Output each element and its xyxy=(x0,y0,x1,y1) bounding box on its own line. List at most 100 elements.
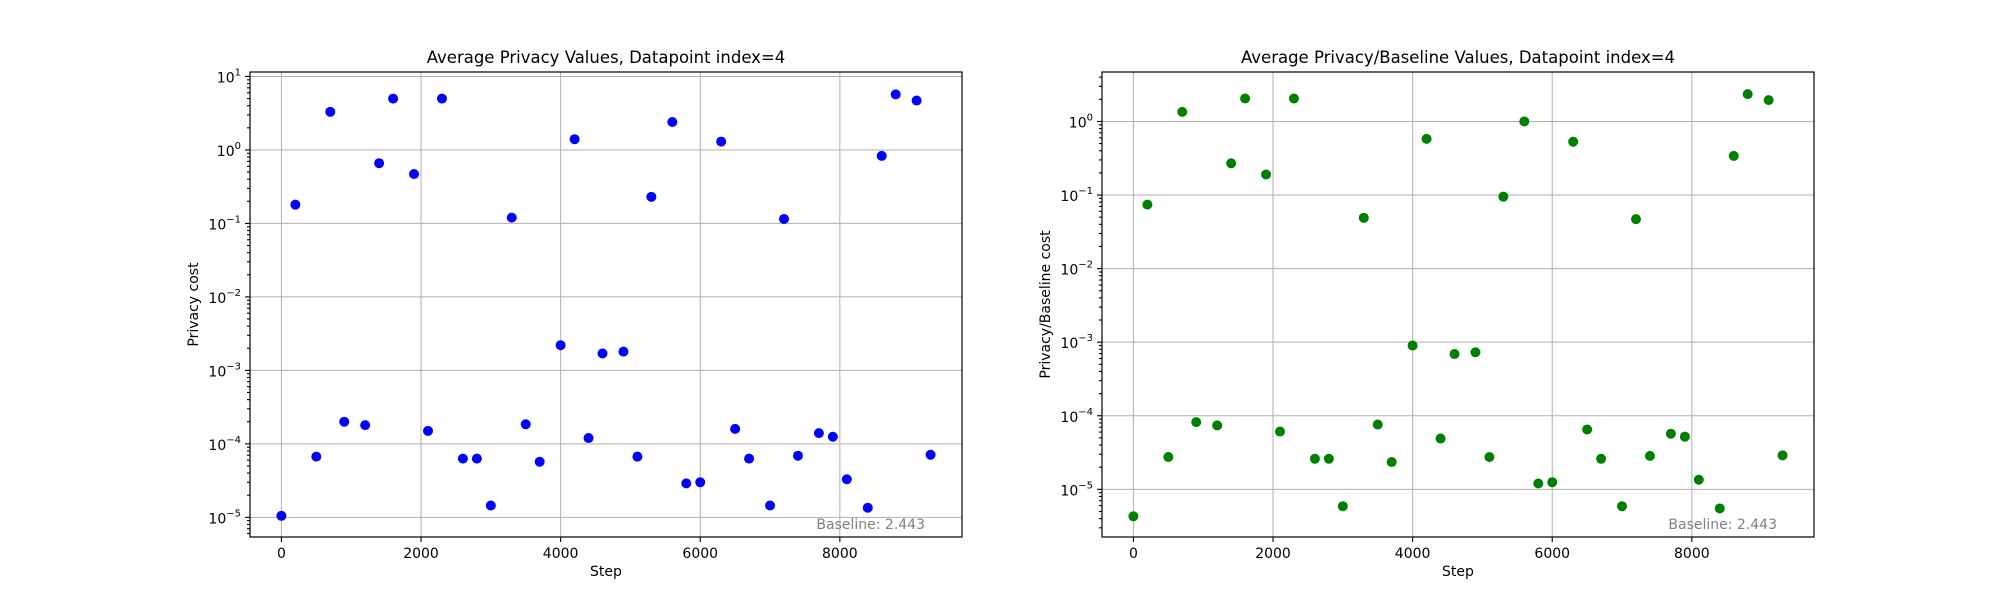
left-chart-gridlines xyxy=(250,72,962,537)
left-chart-data-point xyxy=(744,453,755,464)
right-chart-data-point xyxy=(1763,95,1774,106)
right-chart-data-point xyxy=(1323,453,1334,464)
right-chart-y-axis-label: Privacy/Baseline cost xyxy=(1038,230,1054,379)
left-chart-data-point xyxy=(471,453,482,464)
left-chart-data-point xyxy=(569,134,580,145)
right-chart-data-point xyxy=(1358,212,1369,223)
right-chart-data-point xyxy=(1275,426,1285,437)
left-chart-y-tick-label: 101 xyxy=(217,67,241,86)
right-chart-data-point xyxy=(1498,191,1509,202)
left-chart: 0 2000 4000 6000 8000 10−510−410−310−210−110… xyxy=(186,48,963,580)
left-chart-x-axis: 0 2000 4000 6000 8000 xyxy=(277,537,858,562)
right-chart-data-point xyxy=(1163,452,1174,463)
left-chart-data-point xyxy=(374,158,385,169)
left-chart-data-point xyxy=(520,419,531,430)
left-chart-data-point xyxy=(388,93,399,104)
right-chart-x-tick-label: 2000 xyxy=(1255,546,1291,562)
right-chart-data-point xyxy=(1177,106,1188,117)
right-chart-data-point xyxy=(1386,457,1397,468)
right-chart-data-point xyxy=(1226,158,1237,169)
left-chart-data-point xyxy=(911,95,922,106)
right-chart-data-point xyxy=(1714,503,1725,514)
right-chart-data-point xyxy=(1212,420,1223,431)
right-chart-data-point xyxy=(1128,511,1139,522)
right-chart-baseline-annotation: Baseline: 2.443 xyxy=(1668,517,1777,533)
left-chart-x-axis-label: Step xyxy=(590,564,622,580)
left-chart-data-point xyxy=(667,117,678,128)
left-chart-y-tick-label: 10−4 xyxy=(208,435,241,454)
right-chart-data-point xyxy=(1568,136,1579,147)
right-chart-scatter-points xyxy=(1128,89,1788,522)
left-chart-y-axis: 10−5 10−4 10−3 10−2 10−1 100 101 xyxy=(208,67,250,535)
left-chart-data-point xyxy=(862,502,873,513)
left-chart-data-point xyxy=(409,169,420,180)
left-chart-y-axis-label: Privacy cost xyxy=(186,262,202,347)
right-chart-data-point xyxy=(1449,349,1460,360)
left-chart-y-tick-label: 10−1 xyxy=(208,214,241,233)
right-chart-y-tick-label: 10−4 xyxy=(1060,407,1093,426)
right-chart-data-point xyxy=(1484,452,1495,463)
right-chart-data-point xyxy=(1519,116,1530,127)
right-chart-data-point xyxy=(1407,340,1418,351)
left-chart-x-tick-label: 4000 xyxy=(543,546,579,562)
left-chart-data-point xyxy=(792,450,803,461)
left-chart-data-point xyxy=(646,191,657,202)
left-chart-x-tick-label: 6000 xyxy=(682,546,718,562)
left-chart-data-point xyxy=(506,212,517,223)
right-chart-data-point xyxy=(1337,501,1348,512)
right-chart-x-tick-label: 8000 xyxy=(1674,546,1710,562)
left-chart-data-point xyxy=(311,451,322,462)
right-chart-data-point xyxy=(1191,417,1202,428)
right-chart-data-point xyxy=(1582,424,1593,435)
left-chart-title: Average Privacy Values, Datapoint index=… xyxy=(427,48,786,67)
right-chart-data-point xyxy=(1693,474,1704,485)
right-chart-data-point xyxy=(1261,169,1272,180)
right-chart-x-axis: 0 2000 4000 6000 8000 xyxy=(1129,537,1710,562)
right-chart-data-point xyxy=(1631,214,1641,225)
right-chart-data-point xyxy=(1777,450,1788,461)
right-chart-data-point xyxy=(1728,150,1739,161)
right-chart: 0 2000 4000 6000 8000 10−510−410−310−210−110… xyxy=(1038,48,1815,580)
left-chart-y-tick-label: 100 xyxy=(217,141,241,160)
right-chart-x-tick-label: 0 xyxy=(1129,546,1138,562)
left-chart-data-point xyxy=(765,500,776,511)
left-chart-data-point xyxy=(290,199,301,210)
left-chart-data-point xyxy=(779,213,789,224)
left-chart-data-point xyxy=(276,510,287,521)
left-chart-data-point xyxy=(841,474,852,485)
right-chart-data-point xyxy=(1142,199,1153,210)
left-chart-data-point xyxy=(534,456,545,467)
right-chart-frame xyxy=(1101,71,1815,538)
left-chart-y-tick-label: 10−3 xyxy=(208,361,241,380)
left-chart-data-point xyxy=(632,451,643,462)
right-chart-plot-area xyxy=(1102,72,1814,537)
left-chart-x-tick-label: 8000 xyxy=(822,546,858,562)
left-chart-data-point xyxy=(485,500,496,511)
left-chart-x-tick-label: 2000 xyxy=(403,546,439,562)
left-chart-x-tick-label: 0 xyxy=(277,546,286,562)
right-chart-y-axis: 10−5 10−4 10−3 10−2 10−1 100 xyxy=(1060,76,1102,529)
right-chart-data-point xyxy=(1309,453,1320,464)
left-chart-data-point xyxy=(325,106,336,117)
right-chart-y-tick-label: 10−3 xyxy=(1060,333,1093,352)
right-chart-data-point xyxy=(1470,347,1481,358)
left-chart-data-point xyxy=(597,348,608,359)
right-chart-y-tick-label: 10−5 xyxy=(1060,480,1093,499)
left-chart-y-tick-label: 10−2 xyxy=(208,288,241,307)
right-chart-data-point xyxy=(1644,450,1655,461)
right-chart-y-tick-label: 10−2 xyxy=(1060,260,1093,279)
left-chart-data-point xyxy=(730,423,741,434)
right-chart-data-point xyxy=(1372,419,1383,430)
left-chart-data-point xyxy=(457,453,468,464)
left-chart-data-point xyxy=(360,420,371,431)
left-chart-data-point xyxy=(583,433,594,444)
left-chart-data-point xyxy=(339,416,350,427)
left-chart-data-point xyxy=(716,136,727,147)
right-chart-data-point xyxy=(1435,433,1446,444)
left-chart-y-tick-label: 10−5 xyxy=(208,508,241,527)
left-chart-data-point xyxy=(555,340,566,351)
right-chart-data-point xyxy=(1596,453,1607,464)
left-chart-data-point xyxy=(890,89,901,100)
right-chart-data-point xyxy=(1742,89,1753,100)
